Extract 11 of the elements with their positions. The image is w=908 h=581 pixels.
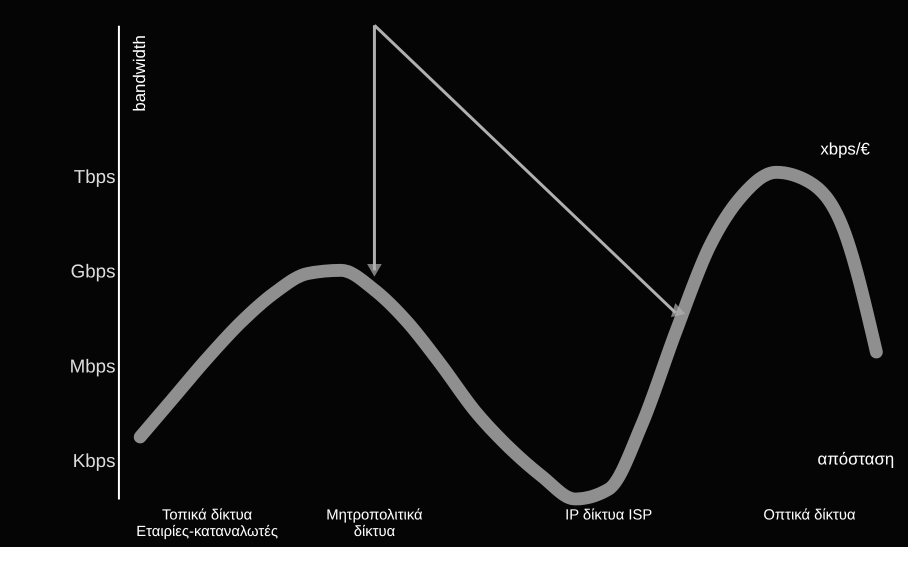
y-axis-title: bandwidth [130,35,150,112]
text: Kbps [72,450,116,472]
x-tick-label: IP δίκτυα ISP [565,507,652,524]
x-tick-label: Οπτικά δίκτυα [763,507,856,524]
series-label: xbps/€ [820,140,870,159]
text: Gbps [70,260,116,282]
x-tick-label: Μητροπολιτικά δίκτυα [326,507,424,540]
text: Tbps [74,166,116,187]
x-axis-title: απόσταση [817,449,894,468]
x-tick-label: Τοπικά δίκτυα Εταιρίες-καταναλωτές [136,507,278,540]
text: Mbps [70,355,116,376]
